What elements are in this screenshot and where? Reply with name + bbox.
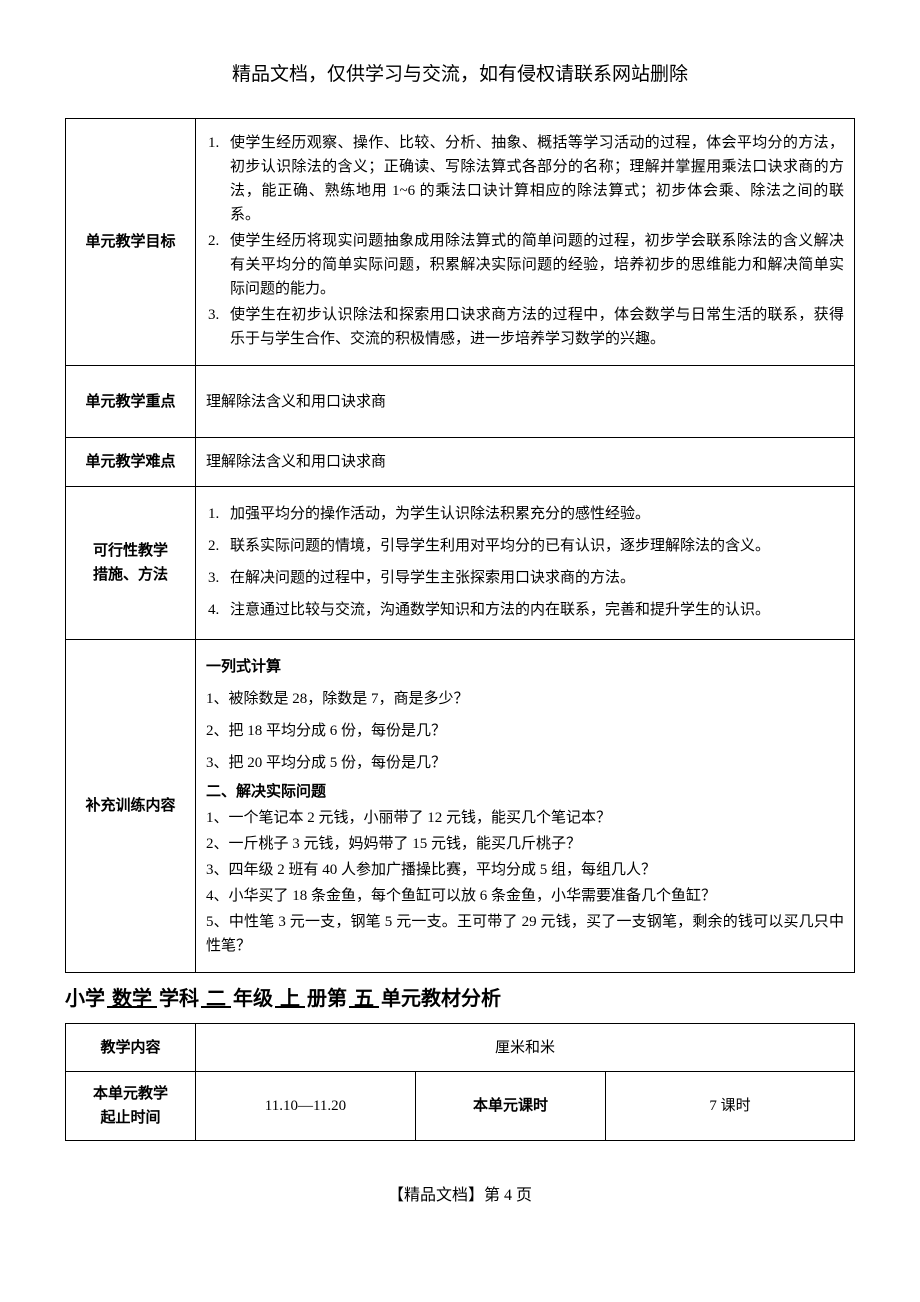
- row-content-keypoint: 理解除法含义和用口诀求商: [196, 366, 855, 438]
- label-line: 起止时间: [74, 1106, 187, 1130]
- list-number: 3.: [206, 303, 230, 327]
- list-number: 2.: [206, 531, 230, 561]
- exercise-item: 1、一个笔记本 2 元钱，小丽带了 12 元钱，能买几个笔记本？: [206, 806, 844, 830]
- row-content-difficulty: 理解除法含义和用口诀求商: [196, 438, 855, 487]
- cell-hours-label: 本单元课时: [416, 1072, 606, 1141]
- title-underline: 五: [347, 988, 381, 1010]
- list-text: 使学生在初步认识除法和探索用口诀求商方法的过程中，体会数学与日常生活的联系，获得…: [230, 303, 844, 351]
- exercise-item: 4、小华买了 18 条金鱼，每个鱼缸可以放 6 条金鱼，小华需要准备几个鱼缸？: [206, 884, 844, 908]
- title-part: 册第: [307, 988, 347, 1010]
- list-text: 加强平均分的操作活动，为学生认识除法积累充分的感性经验。: [230, 499, 844, 529]
- exercise-heading: 一列式计算: [206, 652, 844, 682]
- row-content-content: 厘米和米: [196, 1024, 855, 1072]
- table-row: 本单元教学 起止时间 11.10—11.20 本单元课时 7 课时: [66, 1072, 855, 1141]
- title-underline: 数学: [105, 988, 159, 1010]
- label-line: 可行性教学: [74, 539, 187, 563]
- list-text: 使学生经历观察、操作、比较、分析、抽象、概括等学习活动的过程，体会平均分的方法，…: [230, 131, 844, 227]
- list-number: 4.: [206, 595, 230, 625]
- list-text: 在解决问题的过程中，引导学生主张探索用口诀求商的方法。: [230, 563, 844, 593]
- exercise-item: 2、一斤桃子 3 元钱，妈妈带了 15 元钱，能买几斤桃子？: [206, 832, 844, 856]
- table-row: 单元教学重点 理解除法含义和用口诀求商: [66, 366, 855, 438]
- exercise-heading: 二、解决实际问题: [206, 780, 844, 804]
- list-number: 1.: [206, 499, 230, 529]
- analysis-table-2: 教学内容 厘米和米 本单元教学 起止时间 11.10—11.20 本单元课时 7…: [65, 1023, 855, 1141]
- row-content-exercises: 一列式计算 1、被除数是 28，除数是 7，商是多少？ 2、把 18 平均分成 …: [196, 640, 855, 973]
- row-content-objectives: 1.使学生经历观察、操作、比较、分析、抽象、概括等学习活动的过程，体会平均分的方…: [196, 119, 855, 366]
- list-text: 使学生经历将现实问题抽象成用除法算式的简单问题的过程，初步学会联系除法的含义解决…: [230, 229, 844, 301]
- page-header: 精品文档，仅供学习与交流，如有侵权请联系网站删除: [65, 60, 855, 90]
- row-label-difficulty: 单元教学难点: [66, 438, 196, 487]
- cell-date-range: 11.10—11.20: [196, 1072, 416, 1141]
- analysis-table-1: 单元教学目标 1.使学生经历观察、操作、比较、分析、抽象、概括等学习活动的过程，…: [65, 118, 855, 973]
- list-number: 2.: [206, 229, 230, 253]
- title-underline: 二: [199, 988, 233, 1010]
- row-label-content: 教学内容: [66, 1024, 196, 1072]
- row-label-objectives: 单元教学目标: [66, 119, 196, 366]
- exercise-item: 1、被除数是 28，除数是 7，商是多少？: [206, 684, 844, 714]
- list-text: 注意通过比较与交流，沟通数学知识和方法的内在联系，完善和提升学生的认识。: [230, 595, 844, 625]
- title-part: 学科: [159, 988, 199, 1010]
- cell-hours-value: 7 课时: [606, 1072, 855, 1141]
- table-row: 补充训练内容 一列式计算 1、被除数是 28，除数是 7，商是多少？ 2、把 1…: [66, 640, 855, 973]
- title-part: 单元教材分析: [381, 988, 501, 1010]
- section-title: 小学 数学 学科 二 年级 上 册第 五 单元教材分析: [65, 983, 855, 1015]
- exercise-item: 3、四年级 2 班有 40 人参加广播操比赛，平均分成 5 组，每组几人？: [206, 858, 844, 882]
- table-row: 单元教学目标 1.使学生经历观察、操作、比较、分析、抽象、概括等学习活动的过程，…: [66, 119, 855, 366]
- label-line: 措施、方法: [74, 563, 187, 587]
- exercise-item: 5、中性笔 3 元一支，钢笔 5 元一支。王可带了 29 元钱，买了一支钢笔，剩…: [206, 910, 844, 958]
- list-number: 1.: [206, 131, 230, 155]
- row-content-methods: 1.加强平均分的操作活动，为学生认识除法积累充分的感性经验。 2.联系实际问题的…: [196, 487, 855, 640]
- exercise-item: 3、把 20 平均分成 5 份，每份是几？: [206, 748, 844, 778]
- list-number: 3.: [206, 563, 230, 593]
- row-label-methods: 可行性教学 措施、方法: [66, 487, 196, 640]
- label-line: 本单元教学: [74, 1082, 187, 1106]
- table-row: 教学内容 厘米和米: [66, 1024, 855, 1072]
- row-label-exercises: 补充训练内容: [66, 640, 196, 973]
- list-text: 联系实际问题的情境，引导学生利用对平均分的已有认识，逐步理解除法的含义。: [230, 531, 844, 561]
- row-label-keypoint: 单元教学重点: [66, 366, 196, 438]
- exercise-item: 2、把 18 平均分成 6 份，每份是几？: [206, 716, 844, 746]
- table-row: 单元教学难点 理解除法含义和用口诀求商: [66, 438, 855, 487]
- row-label-duration: 本单元教学 起止时间: [66, 1072, 196, 1141]
- title-underline: 上: [273, 988, 307, 1010]
- title-part: 小学: [65, 988, 105, 1010]
- table-row: 可行性教学 措施、方法 1.加强平均分的操作活动，为学生认识除法积累充分的感性经…: [66, 487, 855, 640]
- page-footer: 【精品文档】第 4 页: [65, 1183, 855, 1209]
- title-part: 年级: [233, 988, 273, 1010]
